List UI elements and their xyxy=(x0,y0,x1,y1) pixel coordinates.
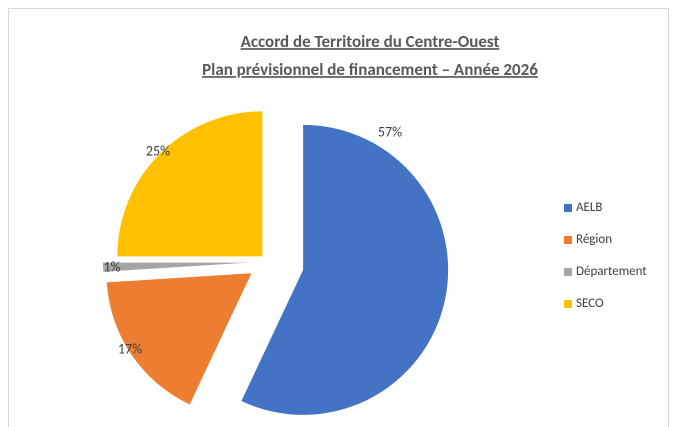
pie-slice xyxy=(103,262,249,272)
chart-title: Accord de Territoire du Centre-Ouest xyxy=(241,31,500,52)
legend-swatch xyxy=(564,268,572,276)
data-label: 1% xyxy=(103,258,120,275)
pie-slice xyxy=(241,124,449,415)
data-label: 25% xyxy=(146,142,170,159)
data-label: 17% xyxy=(118,340,142,357)
legend-swatch xyxy=(564,204,572,212)
chart-subtitle: Plan prévisionnel de financement – Année… xyxy=(202,59,538,80)
pie-slice xyxy=(106,273,252,405)
legend-label: Région xyxy=(576,232,612,247)
pie-slice xyxy=(117,111,263,257)
legend-label: SECO xyxy=(576,296,604,311)
data-label: 57% xyxy=(378,123,402,140)
chart-border xyxy=(8,8,669,427)
legend-swatch xyxy=(564,236,572,244)
legend-label: AELB xyxy=(576,200,602,215)
legend-label: Département xyxy=(576,264,647,279)
legend-swatch xyxy=(564,300,572,308)
